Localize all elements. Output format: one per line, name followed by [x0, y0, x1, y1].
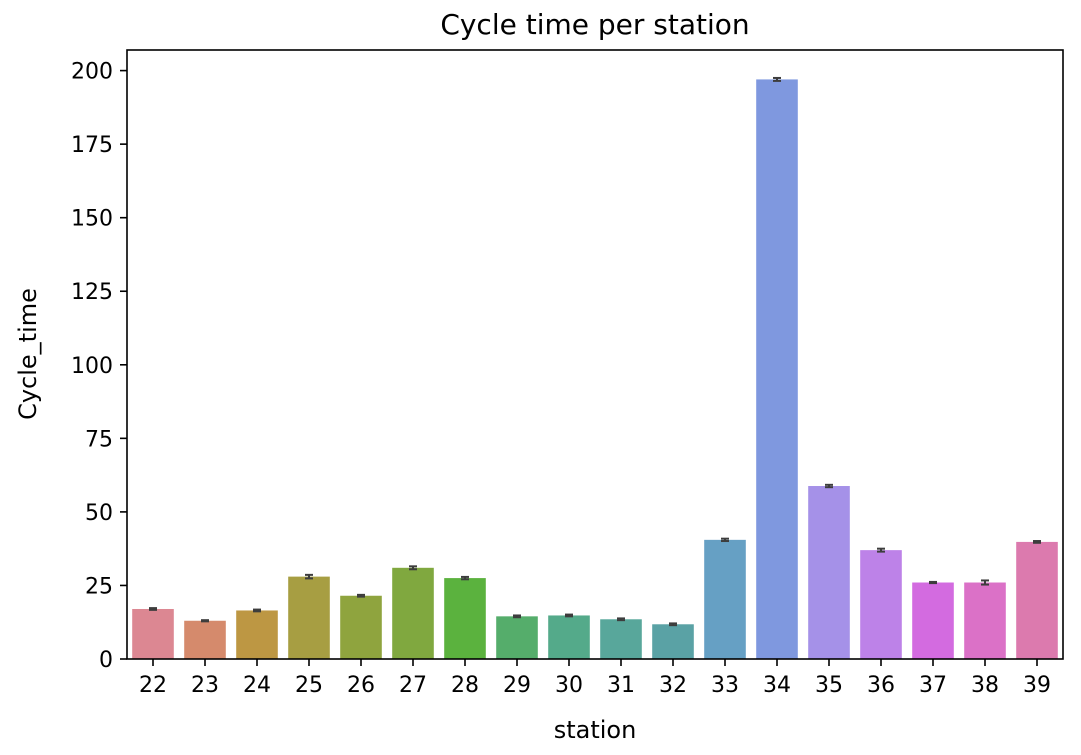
error-bar-26: [357, 593, 365, 598]
x-axis: 22 23 24 25 26 27 28 29 30 31 32 33 34 35 36 37 38 39: [139, 659, 1051, 698]
x-tick-label-27: 27: [399, 673, 427, 698]
bar-36: [860, 550, 902, 659]
bar-33: [704, 539, 746, 659]
error-bar-31: [617, 617, 625, 622]
x-tick-label-35: 35: [815, 673, 843, 698]
error-bar-38: [981, 579, 989, 586]
x-tick-label-26: 26: [347, 673, 375, 698]
y-axis-label: Cycle_time: [14, 288, 42, 420]
bar-29: [496, 616, 538, 659]
bars-layer: [132, 79, 1058, 660]
bar-32: [652, 624, 694, 659]
error-bar-35: [825, 483, 833, 489]
bar-27: [392, 567, 434, 659]
bar-25: [288, 576, 330, 659]
y-tick-label-125: 125: [71, 280, 113, 305]
y-tick-label-75: 75: [85, 427, 113, 452]
bar-26: [340, 595, 382, 659]
x-tick-label-30: 30: [555, 673, 583, 698]
x-tick-label-36: 36: [867, 673, 895, 698]
bar-28: [444, 578, 486, 659]
y-tick-label-100: 100: [71, 354, 113, 379]
error-bar-37: [929, 580, 937, 585]
error-bar-36: [877, 547, 885, 553]
error-bar-34: [773, 76, 781, 82]
x-tick-label-39: 39: [1023, 673, 1051, 698]
error-bars-layer: [149, 76, 1041, 627]
error-bar-23: [201, 619, 209, 623]
y-tick-label-175: 175: [71, 133, 113, 158]
bar-31: [600, 619, 642, 659]
bar-37: [912, 582, 954, 659]
x-tick-label-28: 28: [451, 673, 479, 698]
error-bar-33: [721, 537, 729, 543]
error-bar-22: [149, 607, 157, 611]
y-axis: 0 25 50 75 100 125 150 175 200: [71, 60, 127, 673]
x-tick-label-23: 23: [191, 673, 219, 698]
error-bar-28: [461, 575, 469, 581]
chart-title: Cycle time per station: [440, 8, 749, 41]
bar-23: [184, 620, 226, 659]
x-tick-label-25: 25: [295, 673, 323, 698]
bar-30: [548, 615, 590, 659]
error-bar-27: [409, 565, 417, 571]
y-tick-label-50: 50: [85, 501, 113, 526]
error-bar-30: [565, 613, 573, 618]
x-tick-label-33: 33: [711, 673, 739, 698]
x-tick-label-32: 32: [659, 673, 687, 698]
x-axis-label: station: [554, 716, 637, 744]
y-tick-label-0: 0: [99, 648, 113, 673]
error-bar-29: [513, 614, 521, 619]
y-tick-label-150: 150: [71, 207, 113, 232]
bar-38: [964, 582, 1006, 659]
x-tick-label-34: 34: [763, 673, 791, 698]
error-bar-32: [669, 622, 677, 627]
error-bar-39: [1033, 540, 1041, 544]
y-tick-label-25: 25: [85, 574, 113, 599]
x-tick-label-37: 37: [919, 673, 947, 698]
bar-35: [808, 486, 850, 659]
x-tick-label-29: 29: [503, 673, 531, 698]
x-tick-label-38: 38: [971, 673, 999, 698]
x-tick-label-24: 24: [243, 673, 271, 698]
plot-frame: [126, 49, 1064, 660]
bar-24: [236, 610, 278, 659]
error-bar-24: [253, 608, 261, 613]
bar-22: [132, 608, 174, 659]
bar-39: [1016, 541, 1058, 659]
error-bar-25: [305, 573, 313, 580]
x-tick-label-31: 31: [607, 673, 635, 698]
x-tick-label-22: 22: [139, 673, 167, 698]
y-tick-label-200: 200: [71, 60, 113, 85]
bar-34: [756, 79, 798, 660]
